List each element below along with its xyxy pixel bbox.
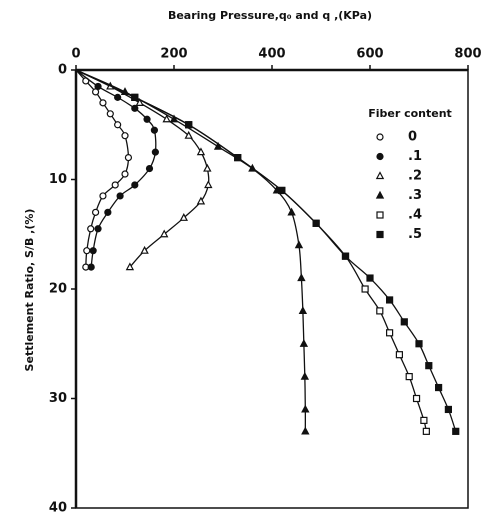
- data-point: [104, 208, 112, 216]
- data-point: [412, 394, 421, 403]
- data-point: [213, 141, 223, 150]
- data-point: [131, 104, 139, 112]
- data-point: [297, 273, 306, 282]
- data-point: [405, 373, 413, 381]
- x-tick-label: 800: [454, 47, 481, 62]
- data-point: [162, 114, 171, 123]
- x-tick-label: 0: [71, 47, 80, 62]
- legend-marker: [376, 230, 384, 239]
- data-point: [415, 340, 423, 348]
- data-point: [99, 99, 107, 107]
- data-point: [278, 186, 286, 195]
- data-point: [204, 180, 213, 189]
- data-point: [143, 115, 151, 123]
- legend-marker: [375, 190, 385, 199]
- data-point: [422, 427, 430, 435]
- data-point: [395, 351, 403, 359]
- x-axis-title: Bearing Pressure,q₀ and q ,(KPa): [168, 9, 372, 22]
- data-point: [376, 307, 384, 315]
- data-point: [116, 192, 124, 200]
- data-point: [121, 170, 129, 178]
- data-point: [87, 225, 95, 233]
- data-point: [196, 147, 206, 156]
- data-point: [150, 126, 158, 134]
- data-point: [91, 208, 100, 216]
- data-point: [301, 426, 310, 435]
- data-point: [106, 110, 114, 118]
- legend-label: .1: [408, 149, 422, 164]
- legend-label: .4: [408, 208, 422, 223]
- data-point: [140, 245, 149, 254]
- data-point: [420, 416, 428, 424]
- data-point: [299, 338, 309, 347]
- data-point: [312, 219, 320, 227]
- series-line: [75, 69, 427, 432]
- data-point: [287, 207, 296, 216]
- x-tick-label: 400: [258, 47, 285, 62]
- data-point: [94, 225, 102, 233]
- data-point: [386, 329, 394, 337]
- data-point: [114, 121, 122, 129]
- data-point: [169, 114, 179, 123]
- legend-label: .3: [408, 188, 422, 203]
- data-point: [301, 404, 310, 413]
- x-tick-label: 200: [160, 47, 187, 62]
- data-point: [89, 247, 97, 255]
- legend-title: Fiber content: [368, 107, 452, 120]
- y-tick-label: 0: [58, 63, 67, 78]
- data-point: [125, 262, 135, 271]
- data-point: [400, 318, 408, 326]
- legend-marker: [376, 133, 384, 141]
- legend-label: 0: [408, 130, 417, 145]
- data-point: [87, 263, 95, 271]
- data-point: [114, 93, 122, 101]
- data-point: [135, 98, 144, 106]
- data-point: [124, 154, 133, 162]
- data-point: [300, 371, 310, 380]
- data-point: [121, 132, 129, 140]
- data-point: [151, 148, 159, 156]
- y-tick-label: 20: [49, 282, 67, 297]
- data-point: [425, 362, 433, 370]
- data-point: [366, 274, 374, 282]
- data-point: [160, 229, 169, 238]
- y-axis-title: Settlement Ratio, S/B ,(%): [23, 209, 36, 372]
- data-point: [452, 427, 460, 435]
- y-tick-label: 40: [49, 501, 67, 516]
- y-tick-label: 30: [49, 391, 67, 406]
- y-tick-label: 10: [49, 172, 67, 187]
- data-point: [145, 164, 154, 173]
- data-point: [131, 181, 139, 189]
- data-point: [234, 154, 242, 162]
- data-point: [185, 121, 193, 129]
- data-point: [83, 247, 91, 255]
- x-tick-label: 600: [356, 47, 383, 62]
- data-point: [131, 93, 139, 101]
- data-point: [94, 82, 102, 91]
- data-point: [111, 181, 119, 189]
- data-point: [435, 383, 443, 392]
- legend-label: .5: [408, 227, 422, 242]
- data-point: [298, 306, 308, 314]
- data-point: [184, 130, 193, 139]
- data-point: [341, 252, 350, 260]
- data-point: [444, 405, 452, 414]
- legend-label: .2: [408, 169, 422, 184]
- data-point: [386, 296, 394, 304]
- data-point: [361, 285, 369, 293]
- series-line: [75, 69, 457, 432]
- legend-marker: [376, 152, 384, 161]
- legend-marker: [376, 211, 384, 219]
- data-point: [294, 240, 304, 249]
- data-point: [99, 192, 107, 200]
- data-point: [203, 163, 212, 172]
- data-point: [179, 213, 188, 221]
- data-point: [196, 196, 206, 205]
- legend-marker: [375, 171, 385, 180]
